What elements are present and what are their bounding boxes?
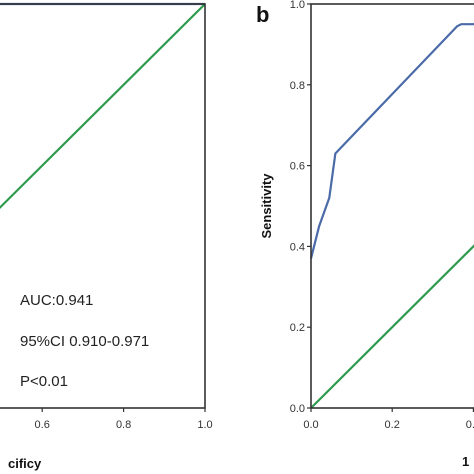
panel-b-x-tick-label: 0.2 bbox=[385, 419, 400, 431]
panel-a: 0.6 0.8 1.0 cificy AUC:0.941 95%CI 0.910-0… bbox=[0, 2, 213, 471]
ci-annotation: 95%CI 0.910-0.971 bbox=[20, 333, 149, 350]
panel-b-y-ticks: 0.0 0.2 0.4 0.6 0.8 1.0 bbox=[290, 0, 311, 415]
panel-b-y-tick-label: 0.4 bbox=[290, 241, 305, 253]
panel-b-label: b bbox=[256, 2, 269, 27]
panel-b-roc-curve bbox=[309, 23, 474, 259]
panel-b-y-tick-label: 0.2 bbox=[290, 322, 305, 334]
panel-b-y-tick-label: 0.6 bbox=[290, 161, 305, 173]
panel-a-x-tick-label: 1.0 bbox=[197, 419, 212, 431]
panel-a-plot-frame bbox=[0, 3, 206, 409]
panel-b-plot-frame bbox=[310, 3, 474, 409]
panel-b-x-tick-label: 0.0 bbox=[303, 419, 318, 431]
panel-a-x-axis-title: cificy bbox=[8, 456, 42, 471]
p-value-annotation: P<0.01 bbox=[20, 373, 68, 390]
panel-b-x-ticks: 0.0 0.2 0.4 bbox=[303, 408, 474, 431]
panel-a-x-tick-label: 0.8 bbox=[116, 419, 131, 431]
panel-b-y-tick-label: 0.8 bbox=[290, 80, 305, 92]
panel-b-y-axis-title: Sensitivity bbox=[259, 173, 274, 239]
panel-a-reference-line bbox=[0, 3, 206, 210]
panel-b-x-axis-title: 1 bbox=[462, 454, 469, 469]
panel-b-x-tick-label: 0.4 bbox=[466, 419, 474, 431]
auc-annotation: AUC:0.941 bbox=[20, 292, 93, 309]
panel-b: b 0.0 0.2 0.4 0.0 0.2 0.4 0.6 0.8 1.0 Sensitivi… bbox=[256, 0, 474, 469]
panel-b-y-tick-label: 0.0 bbox=[290, 403, 305, 415]
panel-a-curves bbox=[0, 2, 206, 210]
panel-a-x-ticks: 0.6 0.8 1.0 bbox=[35, 408, 213, 431]
panel-b-y-tick-label: 1.0 bbox=[290, 0, 305, 11]
panel-b-reference-line bbox=[310, 244, 474, 409]
panel-b-curves bbox=[309, 23, 474, 409]
panel-a-x-tick-label: 0.6 bbox=[35, 419, 50, 431]
